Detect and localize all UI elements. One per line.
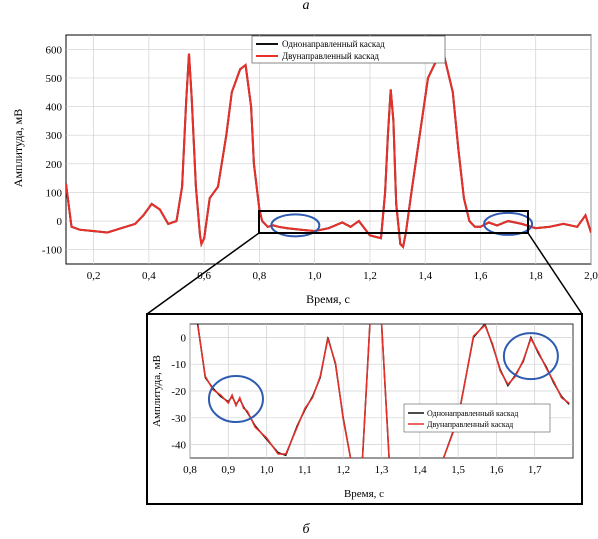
y-tick-label: 400	[46, 102, 63, 114]
x-tick-label: 0,9	[221, 464, 235, 476]
x-tick-label: 1,6	[474, 270, 488, 282]
x-tick-label: 1,0	[308, 270, 322, 282]
legend-label-series1: Однонаправленный каскад	[282, 39, 385, 49]
x-tick-label: 1,8	[529, 270, 543, 282]
chart-top-grid	[66, 35, 592, 264]
x-tick-label: 1,0	[260, 464, 274, 476]
chart-bottom: -40 -30 -20 -10 0 0,8 0,9 1,0 1,1 1,2 1,3 1,4 1,5 1,…	[146, 313, 583, 505]
x-tick-label: 1,2	[336, 464, 350, 476]
y-tick-label: 300	[46, 130, 63, 142]
x-tick-label: 1,1	[298, 464, 312, 476]
chart-top-xlabel: Время, с	[306, 292, 350, 306]
x-tick-label: 0,6	[197, 270, 211, 282]
y-tick-label: 0	[181, 332, 187, 344]
chart-top-plot-area	[65, 34, 592, 265]
chart-top-yticks: -100 0 100 200 300 400 500 600	[42, 44, 63, 256]
highlight-ellipse	[483, 211, 534, 236]
chart-top-xticks: 0,2 0,4 0,6 0,8 1,0 1,2 1,4 1,6 1,8 2,0	[87, 270, 598, 282]
chart-bottom-series	[196, 324, 570, 458]
caption-top: а	[303, 0, 310, 13]
zoom-region-box	[258, 210, 529, 234]
highlight-ellipse	[502, 332, 559, 381]
chart-bottom-legend[interactable]: Однонаправленный каскад Двунаправленный …	[403, 403, 551, 433]
chart-top-ylabel: Амплитуда, мВ	[11, 109, 25, 187]
x-tick-label: 1,3	[375, 464, 389, 476]
x-tick-label: 1,5	[451, 464, 465, 476]
x-tick-label: 1,6	[490, 464, 504, 476]
chart-bottom-yticks: -40 -30 -20 -10 0	[171, 332, 186, 451]
x-tick-label: 0,8	[253, 270, 267, 282]
chart-bottom-xticks: 0,8 0,9 1,0 1,1 1,2 1,3 1,4 1,5 1,6 1,7	[183, 464, 542, 476]
zoom-connector-left	[146, 232, 260, 315]
x-tick-label: 1,4	[418, 270, 432, 282]
x-tick-label: 0,8	[183, 464, 197, 476]
x-tick-label: 0,2	[87, 270, 101, 282]
legend-bottom-label-series1: Однонаправленный каскад	[427, 409, 518, 418]
x-tick-label: 0,4	[142, 270, 156, 282]
y-tick-label: -20	[171, 386, 186, 398]
x-tick-label: 2,0	[584, 270, 598, 282]
series-line-bidirectional	[196, 324, 570, 458]
caption-bottom: б	[302, 522, 310, 537]
highlight-ellipse	[270, 213, 321, 238]
chart-bottom-ylabel: Амплитуда, мВ	[151, 355, 163, 427]
y-tick-label: 200	[46, 159, 63, 171]
chart-bottom-xlabel: Время, с	[344, 488, 384, 500]
y-tick-label: 0	[57, 216, 63, 228]
y-tick-label: -10	[171, 359, 186, 371]
chart-top-highlights	[270, 211, 534, 238]
legend-label-series2: Двунаправленный каскад	[282, 51, 379, 61]
y-tick-label: -30	[171, 413, 186, 425]
chart-top: -100 0 100 200 300 400 500 600 0,2 0,4 0,6 0,8 1,0 1…	[11, 34, 598, 306]
y-tick-label: 500	[46, 73, 63, 85]
chart-top-legend[interactable]: Однонаправленный каскад Двунаправленный …	[251, 35, 446, 64]
highlight-ellipse	[207, 375, 264, 424]
zoom-connector-right	[527, 232, 583, 315]
legend-bottom-label-series2: Двунаправленный каскад	[427, 420, 513, 429]
y-tick-label: 600	[46, 44, 63, 56]
x-tick-label: 1,4	[413, 464, 427, 476]
chart-bottom-highlights	[207, 332, 559, 424]
y-tick-label: 100	[46, 187, 63, 199]
y-tick-label: -40	[171, 440, 186, 452]
x-tick-label: 1,7	[528, 464, 542, 476]
y-tick-label: -100	[42, 245, 63, 257]
x-tick-label: 1,2	[363, 270, 377, 282]
